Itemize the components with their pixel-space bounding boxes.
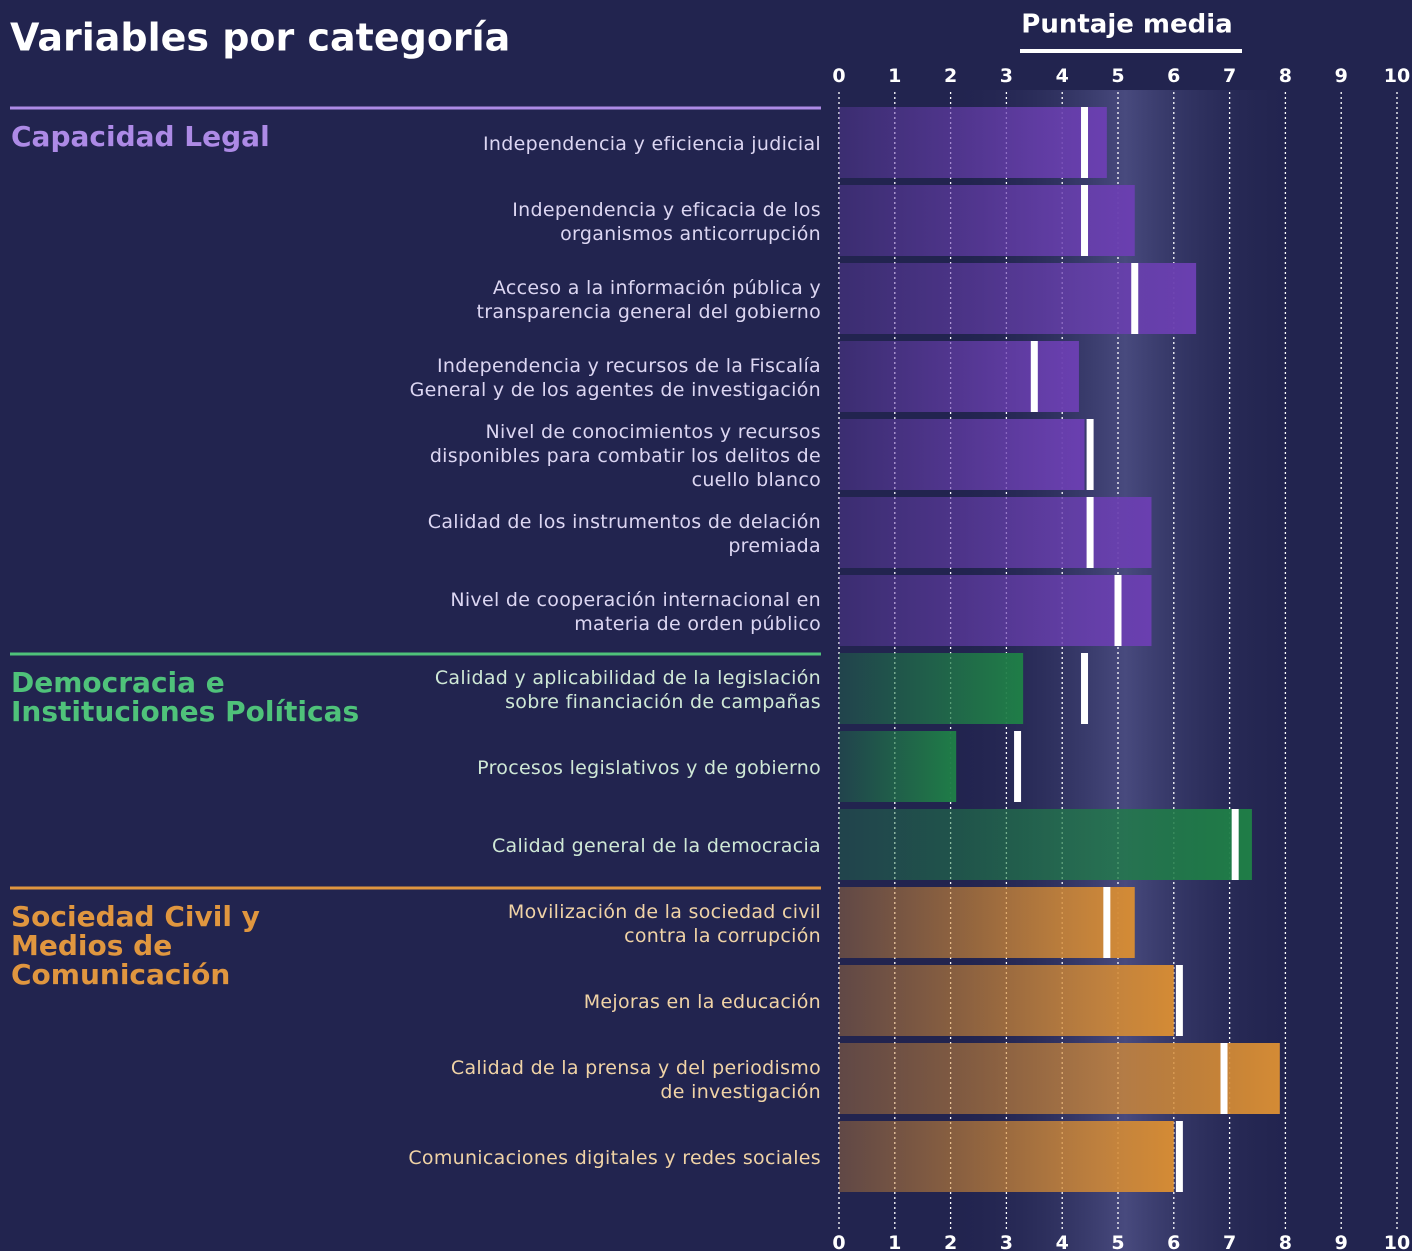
category-label: Calidad de la prensa y del periodismo de…	[450, 1056, 821, 1103]
category-label: Independencia y eficacia de los organism…	[512, 198, 821, 245]
x-tick-label: 0	[832, 65, 845, 87]
category-label: Calidad general de la democracia	[491, 834, 821, 857]
bar	[839, 965, 1174, 1036]
category-label: Independencia y recursos de la Fiscalía …	[409, 354, 821, 401]
bar	[839, 575, 1152, 646]
mean-marker	[1175, 1121, 1183, 1192]
mean-marker	[1081, 107, 1089, 178]
bar	[839, 887, 1135, 958]
bar	[839, 1121, 1174, 1192]
x-tick-label-bottom: 0	[832, 1232, 845, 1251]
bar	[839, 263, 1197, 334]
category-label: Independencia y eficiencia judicial	[483, 132, 821, 155]
bar	[839, 497, 1152, 568]
category-label: Mejoras en la educación	[583, 990, 821, 1013]
mean-marker	[1030, 341, 1038, 412]
mean-legend: Puntaje media	[1021, 10, 1232, 40]
group-title: Democracia e Instituciones Políticas	[11, 666, 360, 728]
category-label: Nivel de conocimientos y recursos dispon…	[429, 420, 821, 491]
group-title: Sociedad Civil y Medios de Comunicación	[11, 900, 260, 991]
mean-marker	[1131, 263, 1139, 334]
category-label: Nivel de cooperación internacional en ma…	[450, 588, 821, 635]
x-tick-label-bottom: 4	[1056, 1232, 1069, 1251]
bar	[839, 1043, 1280, 1114]
category-label: Movilización de la sociedad civil contra…	[507, 900, 821, 947]
chart-title: Variables por categoría	[10, 16, 510, 60]
bar	[839, 809, 1252, 880]
x-tick-label-bottom: 8	[1279, 1232, 1292, 1251]
bar	[839, 653, 1024, 724]
bar	[839, 185, 1135, 256]
x-tick-label-bottom: 3	[1000, 1232, 1013, 1251]
category-label: Procesos legislativos y de gobierno	[477, 756, 821, 779]
x-tick-label: 5	[1111, 65, 1124, 87]
x-tick-label: 9	[1335, 65, 1348, 87]
x-tick-label-bottom: 9	[1335, 1232, 1348, 1251]
x-tick-label: 1	[888, 65, 901, 87]
mean-marker	[1220, 1043, 1228, 1114]
mean-marker	[1014, 731, 1022, 802]
mean-marker	[1175, 965, 1183, 1036]
bar	[839, 341, 1079, 412]
mean-marker	[1114, 575, 1122, 646]
bar	[839, 731, 957, 802]
bar	[839, 419, 1085, 490]
x-tick-label: 8	[1279, 65, 1292, 87]
mean-marker	[1231, 809, 1239, 880]
x-tick-label-bottom: 6	[1167, 1232, 1180, 1251]
x-tick-label: 7	[1223, 65, 1236, 87]
x-tick-label-bottom: 5	[1111, 1232, 1124, 1251]
x-tick-label-bottom: 10	[1384, 1232, 1410, 1251]
x-tick-label: 4	[1056, 65, 1069, 87]
category-label: Acceso a la información pública y transp…	[476, 276, 821, 323]
x-tick-label: 3	[1000, 65, 1013, 87]
mean-marker	[1081, 653, 1089, 724]
x-tick-label: 2	[944, 65, 957, 87]
category-label: Calidad de los instrumentos de delación …	[427, 510, 821, 557]
x-tick-label: 10	[1384, 65, 1410, 87]
x-tick-label-bottom: 1	[888, 1232, 901, 1251]
group-title: Capacidad Legal	[11, 120, 270, 153]
mean-marker	[1086, 419, 1094, 490]
bar	[839, 107, 1107, 178]
category-label: Calidad y aplicabilidad de la legislació…	[434, 666, 821, 713]
x-tick-label-bottom: 7	[1223, 1232, 1236, 1251]
x-tick-label-bottom: 2	[944, 1232, 957, 1251]
mean-marker	[1081, 185, 1089, 256]
mean-marker	[1086, 497, 1094, 568]
mean-marker	[1103, 887, 1111, 958]
category-label: Comunicaciones digitales y redes sociale…	[408, 1146, 821, 1169]
x-tick-label: 6	[1167, 65, 1180, 87]
